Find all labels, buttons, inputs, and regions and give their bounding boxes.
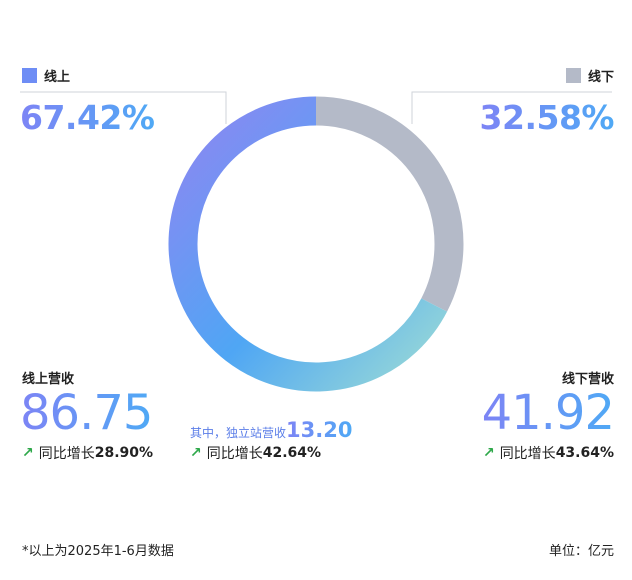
offline-revenue-value: 41.92 [481,385,615,441]
independent-site-revenue: 其中，独立站营收 13.20 [190,418,352,442]
online-revenue-value: 86.75 [20,385,153,441]
legend-label-offline: 线下 [587,70,614,85]
independent-site-growth-label: 同比增长 [206,446,263,462]
percent-offline: 32.58% [479,98,615,137]
trend-up-icon: ↗ [22,445,34,461]
leader-line-online [20,91,227,124]
trend-up-icon: ↗ [482,445,495,461]
independent-site-growth-value: 42.64% [262,445,322,461]
legend-online: 线上 [22,66,70,85]
independent-site-growth: ↗ 同比增长 42.64% [190,443,321,463]
offline-growth-value: 43.64% [555,445,614,461]
offline-growth-label: 同比增长 [499,446,556,462]
trend-up-icon: ↗ [190,445,202,461]
online-revenue-label: 线上营收 [22,372,75,387]
percent-online: 67.42% [20,98,155,137]
unit-label: 单位：亿元 [548,544,614,559]
leader-line-offline [411,91,612,124]
online-growth-label: 同比增长 [38,446,95,462]
legend-label-online: 线上 [44,70,71,85]
online-growth: ↗ 同比增长 28.90% [22,443,153,463]
donut-slice-offline [315,96,464,312]
footnote: *以上为2025年1-6月数据 [22,544,174,559]
online-growth-value: 28.90% [94,445,154,461]
independent-site-value: 13.20 [286,418,353,442]
independent-site-label: 其中，独立站营收 [190,426,287,440]
donut-slice-online [168,96,448,392]
legend-offline: 线下 [565,66,614,85]
offline-growth: ↗ 同比增长 43.64% [483,443,614,463]
legend-swatch-online [22,68,37,83]
legend-swatch-offline [565,68,581,83]
offline-revenue-label: 线下营收 [561,372,614,387]
